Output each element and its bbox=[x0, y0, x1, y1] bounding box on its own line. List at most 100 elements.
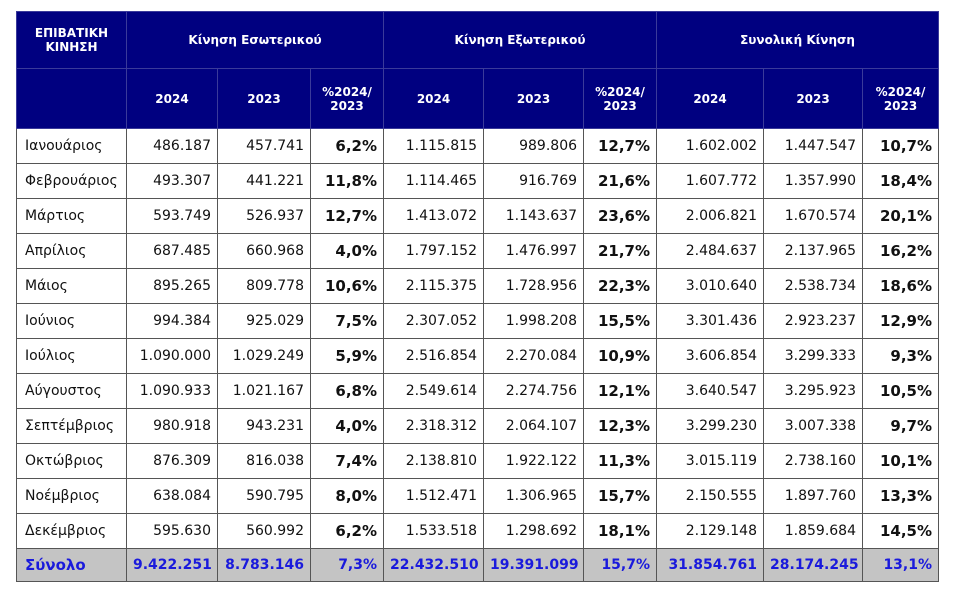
domestic-pct-cell: 7,5% bbox=[309, 303, 385, 339]
international-pct-cell: 22,3% bbox=[583, 268, 658, 304]
month-cell: Μάρτιος bbox=[16, 198, 127, 234]
domestic-pct-cell: 7,4% bbox=[309, 443, 385, 479]
international-2023-cell: 1.922.122 bbox=[483, 443, 585, 479]
domestic-2023-cell: 943.231 bbox=[217, 408, 311, 444]
month-cell: Δεκέμβριος bbox=[16, 513, 127, 549]
domestic-2023-cell: 816.038 bbox=[217, 443, 311, 479]
group-header-international: Κίνηση Εξωτερικού bbox=[383, 11, 658, 69]
total-2024-cell: 3.301.436 bbox=[656, 303, 765, 339]
header-row-groups: ΕΠΙΒΑΤΙΚΗ ΚΙΝΗΣΗ Κίνηση Εσωτερικού Κίνησ… bbox=[16, 11, 940, 69]
month-cell: Νοέμβριος bbox=[16, 478, 127, 514]
table-row: Απρίλιος 687.485 660.968 4,0% 1.797.152 1.476… bbox=[16, 233, 940, 269]
table-row: Σεπτέμβριος 980.918 943.231 4,0% 2.318.312 2.… bbox=[16, 408, 940, 444]
total-row: Σύνολο 9.422.251 8.783.146 7,3% 22.432.510 19… bbox=[16, 548, 940, 582]
total-2024-cell: 2.006.821 bbox=[656, 198, 765, 234]
col-header-2023: 2023 bbox=[483, 68, 585, 129]
domestic-2024-cell: 1.090.000 bbox=[126, 338, 218, 374]
domestic-2023-cell: 441.221 bbox=[217, 163, 311, 199]
domestic-2023-cell: 925.029 bbox=[217, 303, 311, 339]
table-row: Νοέμβριος 638.084 590.795 8,0% 1.512.471 1.30… bbox=[16, 478, 940, 514]
total-2023-cell: 1.897.760 bbox=[763, 478, 864, 514]
total-2024-cell: 2.129.148 bbox=[656, 513, 765, 549]
international-2024-cell: 2.138.810 bbox=[383, 443, 485, 479]
month-cell: Ιούλιος bbox=[16, 338, 127, 374]
month-cell: Σύνολο bbox=[16, 548, 127, 582]
total-2024-cell: 2.484.637 bbox=[656, 233, 765, 269]
international-pct-cell: 11,3% bbox=[583, 443, 658, 479]
domestic-pct-cell: 10,6% bbox=[309, 268, 385, 304]
month-cell: Μάιος bbox=[16, 268, 127, 304]
empty-header-cell bbox=[16, 68, 127, 129]
total-2023-cell: 3.295.923 bbox=[763, 373, 864, 409]
international-pct-cell: 21,6% bbox=[583, 163, 658, 199]
month-cell: Φεβρουάριος bbox=[16, 163, 127, 199]
col-header-pct: %2024/ 2023 bbox=[309, 68, 385, 129]
total-2023-cell: 1.859.684 bbox=[763, 513, 864, 549]
total-2023-cell: 28.174.245 bbox=[763, 548, 864, 582]
total-2024-cell: 3.015.119 bbox=[656, 443, 765, 479]
total-2023-cell: 2.137.965 bbox=[763, 233, 864, 269]
domestic-2023-cell: 809.778 bbox=[217, 268, 311, 304]
international-2023-cell: 989.806 bbox=[483, 128, 585, 164]
domestic-2023-cell: 526.937 bbox=[217, 198, 311, 234]
total-2023-cell: 1.447.547 bbox=[763, 128, 864, 164]
domestic-2024-cell: 595.630 bbox=[126, 513, 218, 549]
total-pct-cell: 12,9% bbox=[862, 303, 940, 339]
col-header-2024: 2024 bbox=[383, 68, 485, 129]
domestic-pct-cell: 5,9% bbox=[309, 338, 385, 374]
international-2024-cell: 2.549.614 bbox=[383, 373, 485, 409]
total-pct-cell: 20,1% bbox=[862, 198, 940, 234]
international-pct-cell: 21,7% bbox=[583, 233, 658, 269]
month-cell: Αύγουστος bbox=[16, 373, 127, 409]
domestic-2024-cell: 687.485 bbox=[126, 233, 218, 269]
international-pct-cell: 12,3% bbox=[583, 408, 658, 444]
international-pct-cell: 15,7% bbox=[583, 478, 658, 514]
total-2024-cell: 31.854.761 bbox=[656, 548, 765, 582]
total-2024-cell: 1.602.002 bbox=[656, 128, 765, 164]
total-2023-cell: 2.738.160 bbox=[763, 443, 864, 479]
international-2023-cell: 1.998.208 bbox=[483, 303, 585, 339]
domestic-2024-cell: 638.084 bbox=[126, 478, 218, 514]
international-2023-cell: 1.476.997 bbox=[483, 233, 585, 269]
table-row: Μάιος 895.265 809.778 10,6% 2.115.375 1.728.9… bbox=[16, 268, 940, 304]
total-pct-cell: 10,7% bbox=[862, 128, 940, 164]
domestic-2024-cell: 9.422.251 bbox=[126, 548, 218, 582]
month-cell: Οκτώβριος bbox=[16, 443, 127, 479]
col-header-2024: 2024 bbox=[126, 68, 218, 129]
total-pct-cell: 14,5% bbox=[862, 513, 940, 549]
domestic-2023-cell: 560.992 bbox=[217, 513, 311, 549]
total-pct-cell: 10,1% bbox=[862, 443, 940, 479]
table-body: Ιανουάριος 486.187 457.741 6,2% 1.115.815 989… bbox=[16, 128, 940, 582]
header-row-years: 2024 2023 %2024/ 2023 2024 2023 %2024/ 2… bbox=[16, 68, 940, 129]
international-2024-cell: 2.307.052 bbox=[383, 303, 485, 339]
table-row: Ιούνιος 994.384 925.029 7,5% 2.307.052 1.998.… bbox=[16, 303, 940, 339]
international-pct-cell: 12,7% bbox=[583, 128, 658, 164]
international-2024-cell: 1.797.152 bbox=[383, 233, 485, 269]
domestic-pct-cell: 6,2% bbox=[309, 128, 385, 164]
international-2023-cell: 2.270.084 bbox=[483, 338, 585, 374]
domestic-2024-cell: 593.749 bbox=[126, 198, 218, 234]
total-2024-cell: 3.299.230 bbox=[656, 408, 765, 444]
domestic-2023-cell: 660.968 bbox=[217, 233, 311, 269]
domestic-2024-cell: 493.307 bbox=[126, 163, 218, 199]
total-2023-cell: 3.299.333 bbox=[763, 338, 864, 374]
international-2024-cell: 2.115.375 bbox=[383, 268, 485, 304]
col-header-pct: %2024/ 2023 bbox=[583, 68, 658, 129]
total-pct-cell: 18,6% bbox=[862, 268, 940, 304]
total-2024-cell: 3.640.547 bbox=[656, 373, 765, 409]
total-pct-cell: 9,7% bbox=[862, 408, 940, 444]
international-2024-cell: 1.114.465 bbox=[383, 163, 485, 199]
domestic-2024-cell: 486.187 bbox=[126, 128, 218, 164]
international-2024-cell: 2.318.312 bbox=[383, 408, 485, 444]
international-pct-cell: 15,7% bbox=[583, 548, 658, 582]
international-2024-cell: 1.115.815 bbox=[383, 128, 485, 164]
domestic-2023-cell: 457.741 bbox=[217, 128, 311, 164]
international-2023-cell: 1.143.637 bbox=[483, 198, 585, 234]
domestic-pct-cell: 8,0% bbox=[309, 478, 385, 514]
total-pct-cell: 13,3% bbox=[862, 478, 940, 514]
international-2024-cell: 1.533.518 bbox=[383, 513, 485, 549]
col-header-2024: 2024 bbox=[656, 68, 765, 129]
international-pct-cell: 23,6% bbox=[583, 198, 658, 234]
total-2024-cell: 3.010.640 bbox=[656, 268, 765, 304]
table-row: Φεβρουάριος 493.307 441.221 11,8% 1.114.465 9… bbox=[16, 163, 940, 199]
